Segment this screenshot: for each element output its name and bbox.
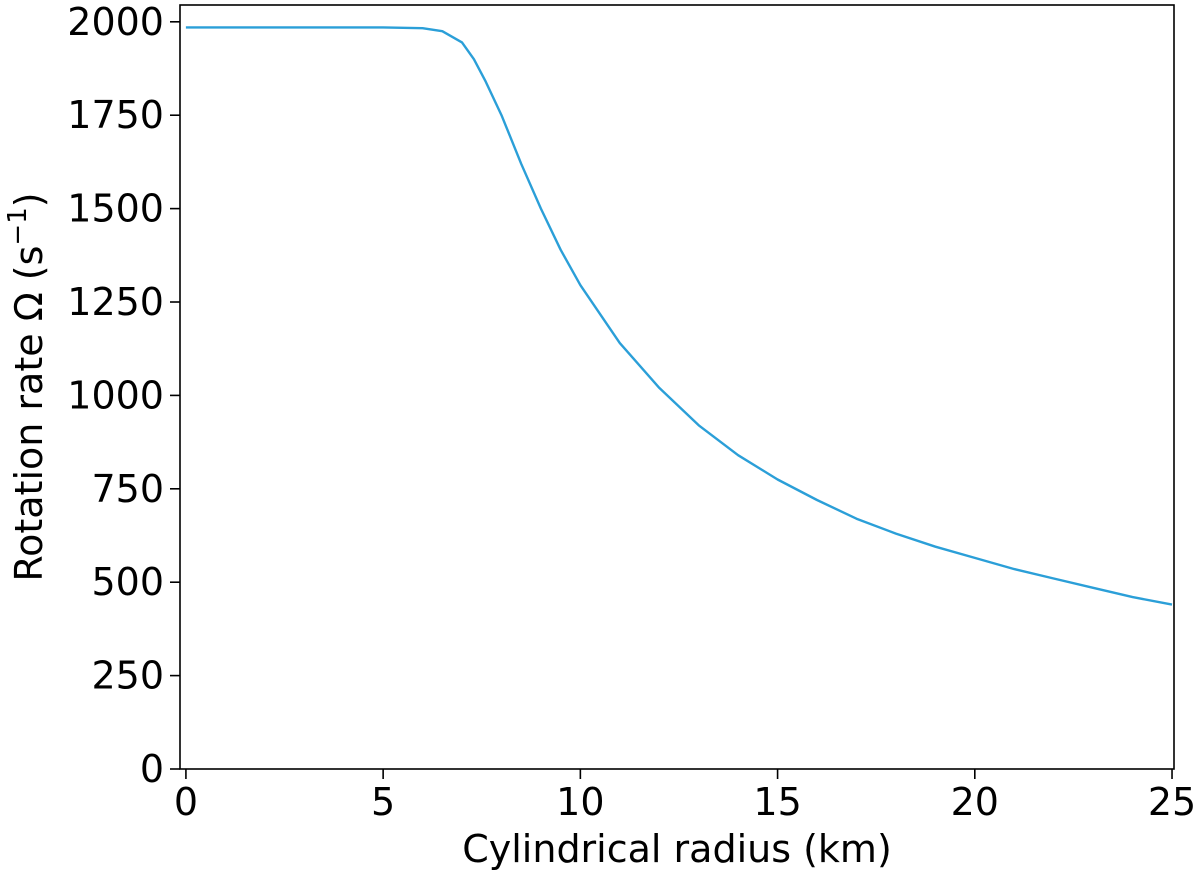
y-tick-label: 1750	[67, 93, 164, 137]
x-tick-label: 5	[371, 780, 395, 824]
x-tick-label: 0	[174, 780, 198, 824]
rotation-rate-series-line	[185, 26, 1173, 606]
x-tick-label: 10	[556, 780, 604, 824]
y-tick-label: 0	[140, 747, 164, 791]
y-axis-label-close: )	[7, 192, 51, 207]
series-group	[185, 26, 1173, 606]
y-tick-label: 250	[91, 654, 164, 698]
plot-frame	[179, 4, 1175, 770]
x-axis-label: Cylindrical radius (km)	[462, 827, 892, 871]
x-axis-ticks: 0 5 10 15 20 25	[174, 769, 1196, 824]
y-tick-label: 1000	[67, 373, 164, 417]
y-axis-ticks: 0 250 500 750 1000 1250 1500 1750 2000	[67, 0, 180, 791]
y-tick-label: 1500	[67, 187, 164, 231]
x-tick-label: 20	[951, 780, 999, 824]
y-axis-label-main: Rotation rate Ω (s	[7, 246, 51, 582]
x-tick-label: 25	[1148, 780, 1196, 824]
x-tick-label: 15	[753, 780, 801, 824]
y-tick-label: 2000	[67, 0, 164, 44]
y-axis-label: Rotation rate Ω (s−1)	[3, 192, 51, 581]
y-axis-label-superscript: −1	[3, 207, 33, 245]
y-tick-label: 750	[91, 467, 164, 511]
y-tick-label: 1250	[67, 280, 164, 324]
y-tick-label: 500	[91, 560, 164, 604]
